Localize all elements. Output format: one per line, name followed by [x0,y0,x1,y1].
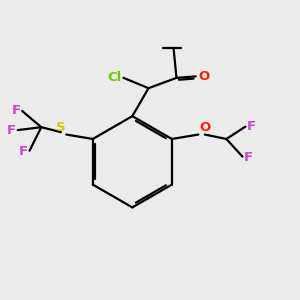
Text: O: O [199,121,211,134]
Text: F: F [7,124,16,136]
Text: S: S [56,121,65,134]
Text: Cl: Cl [108,71,122,84]
Text: F: F [11,104,21,118]
Text: F: F [247,119,256,133]
Text: O: O [198,70,209,83]
Text: F: F [244,151,253,164]
Text: F: F [19,145,28,158]
